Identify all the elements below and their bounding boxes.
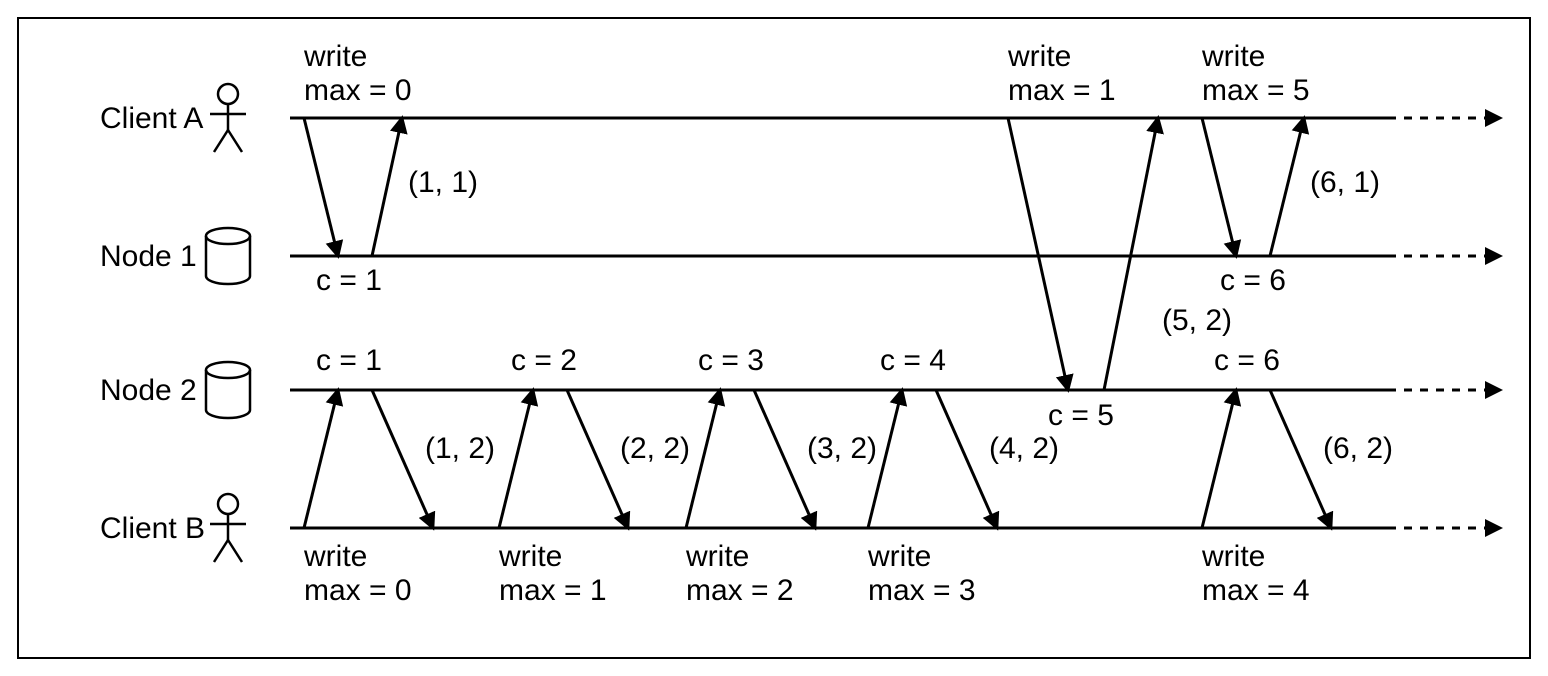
write-label: write (303, 40, 367, 73)
response-arrow (754, 390, 815, 528)
tuple-label: (4, 2) (989, 432, 1059, 465)
write-label: write (1007, 40, 1071, 73)
person-icon (210, 494, 246, 562)
response-arrow (1104, 118, 1158, 390)
write-label: write (1201, 40, 1265, 73)
write-label: write (498, 540, 562, 573)
write-max-label: max = 5 (1202, 74, 1310, 107)
write-max-label: max = 1 (499, 574, 607, 607)
counter-label: c = 1 (316, 344, 382, 377)
write-max-label: max = 3 (868, 574, 976, 607)
response-arrow (936, 390, 997, 528)
actor-label: Node 1 (100, 240, 197, 273)
write-label: write (1201, 540, 1265, 573)
tuple-label: (2, 2) (620, 432, 690, 465)
counter-label: c = 3 (698, 344, 764, 377)
actor-label: Client A (100, 102, 203, 135)
response-arrow (567, 390, 628, 528)
response-arrow (1270, 118, 1304, 256)
request-arrow (304, 118, 338, 256)
response-arrow (372, 390, 433, 528)
write-max-label: max = 4 (1202, 574, 1310, 607)
write-label: write (867, 540, 931, 573)
request-arrow (686, 390, 720, 528)
request-arrow (1202, 390, 1236, 528)
write-max-label: max = 0 (304, 574, 412, 607)
tuple-label: (6, 2) (1323, 432, 1393, 465)
request-arrow (499, 390, 533, 528)
tuple-label: (1, 2) (425, 432, 495, 465)
tuple-label: (3, 2) (807, 432, 877, 465)
tuple-label: (1, 1) (408, 166, 478, 199)
counter-label: c = 6 (1214, 344, 1280, 377)
request-arrow (304, 390, 338, 528)
actor-label: Node 2 (100, 374, 197, 407)
counter-label: c = 2 (511, 344, 577, 377)
counter-label: c = 1 (316, 264, 382, 297)
person-icon (210, 84, 246, 152)
write-label: write (303, 540, 367, 573)
tuple-label: (5, 2) (1162, 304, 1232, 337)
response-arrow (1270, 390, 1331, 528)
counter-label: c = 4 (880, 344, 946, 377)
tuple-label: (6, 1) (1310, 166, 1380, 199)
response-arrow (372, 118, 402, 256)
counter-label: c = 5 (1048, 399, 1114, 432)
database-icon (206, 362, 250, 418)
actor-label: Client B (100, 512, 205, 545)
write-max-label: max = 2 (686, 574, 794, 607)
write-max-label: max = 0 (304, 74, 412, 107)
counter-label: c = 6 (1220, 264, 1286, 297)
write-label: write (685, 540, 749, 573)
database-icon (206, 228, 250, 284)
write-max-label: max = 1 (1008, 74, 1116, 107)
request-arrow (1202, 118, 1236, 256)
request-arrow (1008, 118, 1068, 390)
